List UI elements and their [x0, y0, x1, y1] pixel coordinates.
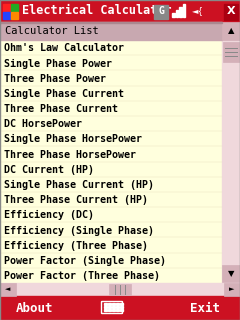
Text: X: X [227, 6, 235, 16]
Text: ►: ► [229, 286, 235, 292]
Text: Calculator List: Calculator List [5, 26, 99, 36]
Bar [116, 306, 119, 308]
Bar [104, 306, 107, 308]
Bar [104, 309, 107, 311]
Bar [108, 309, 111, 311]
Text: Single Phase HorsePower: Single Phase HorsePower [4, 134, 142, 145]
Bar [116, 303, 119, 305]
Text: Ohm's Law Calculator: Ohm's Law Calculator [4, 43, 124, 53]
Bar [11, 12, 18, 19]
Bar [0, 283, 16, 296]
Bar [11, 4, 18, 11]
Bar [175, 10, 178, 17]
Text: Efficiency (Three Phase): Efficiency (Three Phase) [4, 241, 148, 251]
Bar [3, 12, 10, 19]
Text: About: About [16, 301, 54, 315]
Bar [120, 303, 123, 305]
Text: DC HorsePower: DC HorsePower [4, 119, 82, 129]
Text: Exit: Exit [190, 301, 220, 315]
Text: Three Phase HorsePower: Three Phase HorsePower [4, 150, 136, 160]
Bar [120, 309, 123, 311]
Bar [222, 22, 240, 40]
Bar [172, 13, 174, 17]
Bar [112, 303, 115, 305]
Bar [182, 4, 185, 17]
Bar [104, 303, 107, 305]
Text: G: G [158, 6, 164, 16]
Text: DC Current (HP): DC Current (HP) [4, 165, 94, 175]
Bar [108, 303, 111, 305]
Bar [120, 306, 123, 308]
Bar [0, 22, 222, 23]
Bar [0, 22, 222, 40]
FancyBboxPatch shape [102, 301, 122, 314]
Bar [223, 42, 239, 62]
Text: Single Phase Current: Single Phase Current [4, 89, 124, 99]
Text: Power Factor (Single Phase): Power Factor (Single Phase) [4, 256, 166, 266]
Bar [224, 283, 240, 296]
Bar [0, 0, 240, 22]
Text: ▼: ▼ [228, 269, 234, 278]
Bar [0, 296, 240, 320]
Bar [222, 40, 240, 283]
Text: Three Phase Power: Three Phase Power [4, 74, 106, 84]
Bar [0, 40, 222, 283]
Text: ▲: ▲ [228, 27, 234, 36]
Bar [109, 284, 131, 295]
Text: Three Phase Current (HP): Three Phase Current (HP) [4, 195, 148, 205]
Text: ◄: ◄ [5, 286, 11, 292]
Text: Single Phase Power: Single Phase Power [4, 59, 112, 68]
Text: ◄{: ◄{ [192, 6, 204, 15]
Text: Power Factor (Three Phase): Power Factor (Three Phase) [4, 271, 160, 281]
Text: Efficiency (DC): Efficiency (DC) [4, 211, 94, 220]
Text: Three Phase Current: Three Phase Current [4, 104, 118, 114]
Text: Efficiency (Single Phase): Efficiency (Single Phase) [4, 226, 154, 236]
Bar [154, 5, 168, 19]
Bar [112, 306, 115, 308]
Text: Electrical Calculator: Electrical Calculator [22, 4, 172, 18]
Bar [3, 4, 10, 11]
Bar [0, 283, 240, 296]
Bar [179, 7, 181, 17]
Bar [224, 4, 238, 20]
Bar [222, 265, 240, 283]
Bar [116, 309, 119, 311]
Bar [112, 309, 115, 311]
Text: Single Phase Current (HP): Single Phase Current (HP) [4, 180, 154, 190]
Bar [108, 306, 111, 308]
